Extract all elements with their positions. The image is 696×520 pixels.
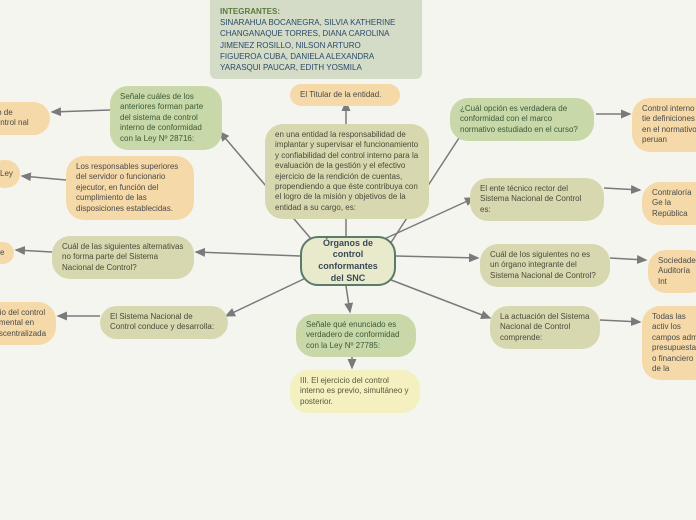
mindmap-node: Todas las activ los campos adm presupues… <box>642 306 696 380</box>
node-text: Ley <box>0 169 13 179</box>
node-text: Control interno tie definiciones en el n… <box>642 104 696 146</box>
node-text: El Sistema Nacional de Control conduce y… <box>110 312 218 333</box>
mindmap-node: cicio del control namental en descentral… <box>0 302 56 345</box>
node-text: rno de Control nal <box>0 108 40 129</box>
mindmap-node: Cuál de los siguientes no es un órgano i… <box>480 244 610 287</box>
central-line-2: control <box>333 249 364 261</box>
node-text: Contraloría Ge la República <box>652 188 696 219</box>
mindmap-node: ¿Cuál opción es verdadera de conformidad… <box>450 98 594 141</box>
mindmap-node: El ente técnico rector del Sistema Nacio… <box>470 178 604 221</box>
mindmap-node: Señale cuáles de los anteriores forman p… <box>110 86 222 150</box>
node-text: Cuál de los siguientes no es un órgano i… <box>490 250 600 281</box>
node-text: III. El ejercicio del control interno es… <box>300 376 410 407</box>
node-text: El ente técnico rector del Sistema Nacio… <box>480 184 594 215</box>
node-text: en una entidad la responsabilidad de imp… <box>275 130 419 213</box>
header-label: INTEGRANTES: <box>220 7 280 16</box>
mindmap-node: Control interno tie definiciones en el n… <box>632 98 696 152</box>
node-text: La actuación del Sistema Nacional de Con… <box>500 312 590 343</box>
header-name-5: YARASQUI PAUCAR, EDITH YOSMILA <box>220 63 362 72</box>
node-text: Señale cuáles de los anteriores forman p… <box>120 92 212 144</box>
central-line-3: conformantes <box>318 261 378 273</box>
central-node: Órganos de control conformantes del SNC <box>300 236 396 286</box>
header-name-4: FIGUEROA CUBA, DANIELA ALEXANDRA <box>220 52 374 61</box>
mindmap-node: Señale qué enunciado es verdadero de con… <box>296 314 416 357</box>
mindmap-node: Contraloría Ge la República <box>642 182 696 225</box>
mindmap-node: Cuál de las siguientes alternativas no f… <box>52 236 194 279</box>
mindmap-node: Sociedades Auditoría Int <box>648 250 696 293</box>
header-name-2: CHANGANAQUE TORRES, DIANA CAROLINA <box>220 29 390 38</box>
node-text: e <box>0 248 4 258</box>
mindmap-node: rno de Control nal <box>0 102 50 135</box>
header-integrantes-box: INTEGRANTES: SINARAHUA BOCANEGRA, SILVIA… <box>210 0 422 79</box>
node-text: Los responsables superiores del servidor… <box>76 162 184 214</box>
header-name-3: JIMENEZ ROSILLO, NILSON ARTURO <box>220 41 361 50</box>
header-name-1: SINARAHUA BOCANEGRA, SILVIA KATHERINE <box>220 18 395 27</box>
mindmap-node: en una entidad la responsabilidad de imp… <box>265 124 429 219</box>
node-text: Sociedades Auditoría Int <box>658 256 696 287</box>
node-text: Cuál de las siguientes alternativas no f… <box>62 242 184 273</box>
mindmap-node: e <box>0 242 14 264</box>
central-line-4: del SNC <box>331 273 366 285</box>
mindmap-node: III. El ejercicio del control interno es… <box>290 370 420 413</box>
mindmap-node: Ley <box>0 160 20 188</box>
node-text: ¿Cuál opción es verdadera de conformidad… <box>460 104 584 135</box>
node-text: El Titular de la entidad. <box>300 90 381 100</box>
mindmap-node: La actuación del Sistema Nacional de Con… <box>490 306 600 349</box>
mindmap-node: Los responsables superiores del servidor… <box>66 156 194 220</box>
node-text: cicio del control namental en descentral… <box>0 308 46 339</box>
mindmap-node: El Sistema Nacional de Control conduce y… <box>100 306 228 339</box>
mindmap-node: El Titular de la entidad. <box>290 84 400 106</box>
node-text: Señale qué enunciado es verdadero de con… <box>306 320 406 351</box>
node-text: Todas las activ los campos adm presupues… <box>652 312 696 374</box>
central-line-1: Órganos de <box>323 238 373 250</box>
